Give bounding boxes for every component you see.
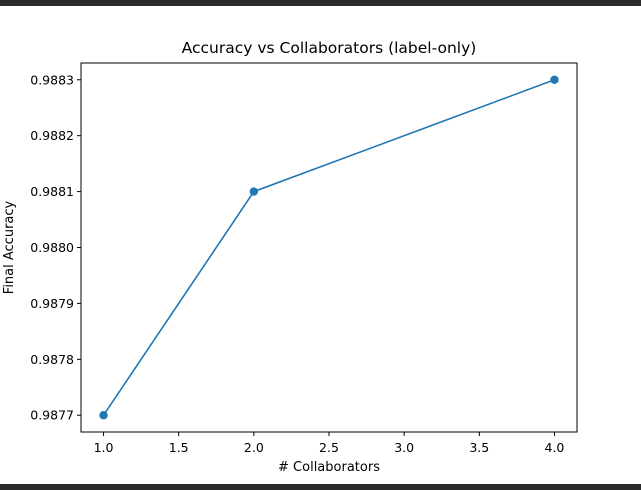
- x-tick-label: 1.5: [169, 440, 189, 455]
- line-chart: Accuracy vs Collaborators (label-only) #…: [2, 39, 578, 475]
- x-tick-label: 2.0: [244, 440, 264, 455]
- y-tick-label: 0.9879: [30, 296, 74, 311]
- y-tick-label: 0.9880: [30, 240, 74, 255]
- y-axis-ticks: 0.9877 0.9878 0.9879 0.9880 0.9881 0.9882 0.98…: [30, 72, 81, 423]
- y-tick-label: 0.9882: [30, 128, 74, 143]
- x-tick-label: 1.0: [94, 440, 114, 455]
- y-axis-title: Final Accuracy: [2, 200, 17, 294]
- data-point: [99, 411, 108, 420]
- x-tick-label: 4.0: [545, 440, 565, 455]
- y-tick-label: 0.9877: [30, 408, 74, 423]
- chart-title: Accuracy vs Collaborators (label-only): [182, 39, 477, 57]
- figure-window: Accuracy vs Collaborators (label-only) #…: [0, 6, 641, 484]
- y-tick-label: 0.9883: [30, 72, 74, 87]
- data-point: [249, 187, 259, 196]
- series-layer: [99, 75, 559, 420]
- x-tick-label: 2.5: [319, 440, 339, 455]
- y-tick-label: 0.9878: [30, 352, 74, 367]
- data-point: [550, 75, 559, 84]
- y-tick-label: 0.9881: [30, 184, 74, 199]
- x-tick-label: 3.0: [394, 440, 414, 455]
- x-axis-ticks: 1.0 1.5 2.0 2.5 3.0 3.5 4.0: [94, 432, 565, 455]
- plot-area: [80, 62, 578, 433]
- x-axis-title: # Collaborators: [278, 460, 380, 475]
- x-tick-label: 3.5: [469, 440, 489, 455]
